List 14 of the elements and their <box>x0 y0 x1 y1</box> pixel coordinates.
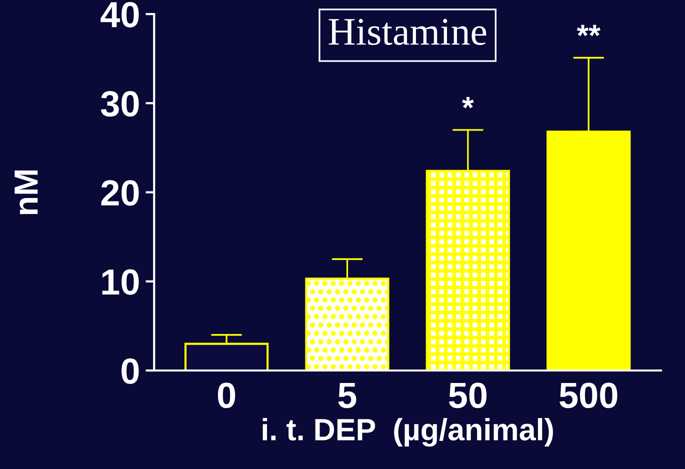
x-tick-label: 5 <box>338 382 356 408</box>
x-tick-label: 500 <box>560 382 618 408</box>
y-axis-title: nM <box>14 170 38 214</box>
annotation: ** <box>576 24 600 36</box>
y-tick-label: 0 <box>122 358 139 384</box>
x-tick-label: 50 <box>448 382 487 408</box>
y-tick-label: 10 <box>102 269 139 295</box>
annotation: * <box>462 96 474 108</box>
x-axis-title: i. t. DEP (µg/animal) <box>262 418 553 447</box>
chart-title: Histamine <box>328 18 486 45</box>
y-tick-label: 30 <box>100 91 139 117</box>
y-tick-label: 20 <box>101 180 139 206</box>
x-tick-label: 0 <box>218 382 236 408</box>
y-tick-label: 40 <box>100 2 139 28</box>
